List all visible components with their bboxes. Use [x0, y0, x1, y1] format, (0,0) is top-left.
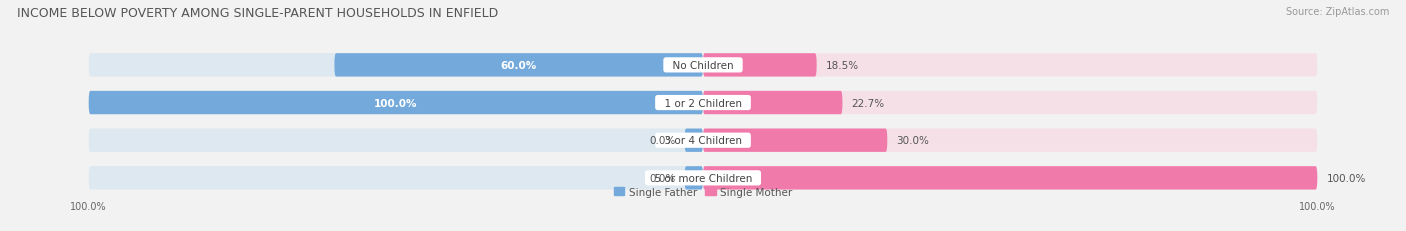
Text: 0.0%: 0.0% [650, 173, 675, 183]
Text: 30.0%: 30.0% [897, 136, 929, 146]
Text: INCOME BELOW POVERTY AMONG SINGLE-PARENT HOUSEHOLDS IN ENFIELD: INCOME BELOW POVERTY AMONG SINGLE-PARENT… [17, 7, 498, 20]
Text: 0.0%: 0.0% [650, 136, 675, 146]
Text: No Children: No Children [666, 61, 740, 70]
Text: 5 or more Children: 5 or more Children [648, 173, 758, 183]
FancyBboxPatch shape [89, 167, 703, 190]
FancyBboxPatch shape [703, 91, 842, 115]
FancyBboxPatch shape [89, 129, 703, 152]
FancyBboxPatch shape [703, 129, 887, 152]
FancyBboxPatch shape [703, 54, 1317, 77]
FancyBboxPatch shape [703, 167, 1317, 190]
FancyBboxPatch shape [335, 54, 703, 77]
Text: 60.0%: 60.0% [501, 61, 537, 70]
Legend: Single Father, Single Mother: Single Father, Single Mother [610, 183, 796, 201]
FancyBboxPatch shape [703, 54, 817, 77]
Text: 22.7%: 22.7% [852, 98, 884, 108]
FancyBboxPatch shape [685, 167, 703, 190]
FancyBboxPatch shape [703, 129, 1317, 152]
FancyBboxPatch shape [703, 91, 1317, 115]
Text: 100.0%: 100.0% [374, 98, 418, 108]
FancyBboxPatch shape [89, 91, 703, 115]
Text: 18.5%: 18.5% [825, 61, 859, 70]
Text: 3 or 4 Children: 3 or 4 Children [658, 136, 748, 146]
FancyBboxPatch shape [89, 91, 703, 115]
Text: 100.0%: 100.0% [1326, 173, 1365, 183]
FancyBboxPatch shape [703, 167, 1317, 190]
FancyBboxPatch shape [685, 129, 703, 152]
FancyBboxPatch shape [89, 54, 703, 77]
Text: Source: ZipAtlas.com: Source: ZipAtlas.com [1285, 7, 1389, 17]
Text: 1 or 2 Children: 1 or 2 Children [658, 98, 748, 108]
